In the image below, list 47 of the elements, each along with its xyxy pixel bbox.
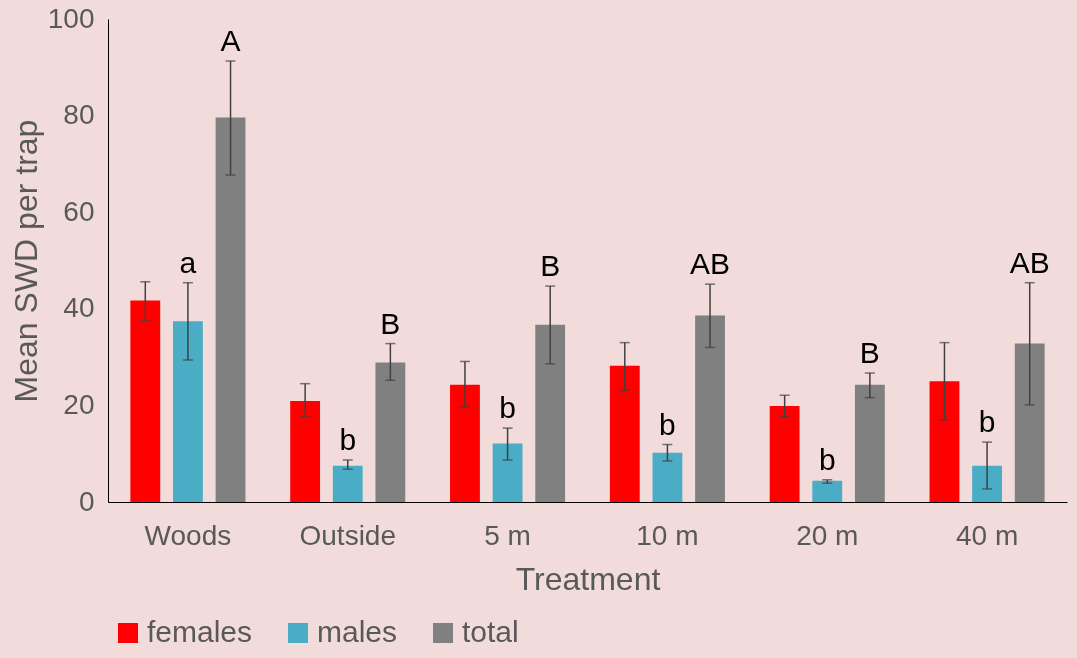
bar	[695, 315, 725, 502]
legend-label: females	[147, 615, 253, 648]
bar	[929, 381, 960, 502]
data-label: B	[380, 306, 401, 340]
x-axis-title: Treatment	[515, 560, 661, 597]
legend-label: males	[317, 615, 398, 648]
y-tick-label: 100	[47, 2, 95, 34]
data-label: B	[540, 249, 561, 283]
x-tick-label: 40 m	[955, 519, 1019, 551]
data-label: a	[179, 245, 197, 279]
data-label: b	[339, 422, 357, 456]
y-tick-label: 80	[63, 99, 95, 131]
bar	[769, 405, 800, 502]
y-tick-label: 0	[78, 485, 95, 517]
bar	[492, 443, 523, 502]
data-label: B	[859, 336, 880, 370]
bar	[130, 300, 161, 502]
legend-label: total	[462, 615, 519, 648]
bar	[652, 452, 683, 502]
data-label: AB	[1009, 245, 1050, 279]
y-tick-label: 20	[63, 388, 95, 420]
x-tick-label: Woods	[144, 519, 232, 551]
bar	[854, 384, 885, 502]
bar	[450, 384, 480, 502]
data-label: AB	[690, 247, 731, 281]
x-tick-label: 5 m	[484, 519, 531, 551]
bar	[972, 465, 1002, 502]
bar	[609, 365, 640, 502]
bar	[173, 321, 203, 502]
bar	[332, 465, 363, 502]
data-label: A	[220, 24, 241, 58]
data-label: b	[818, 442, 836, 476]
y-tick-label: 40	[63, 292, 95, 324]
data-label: b	[659, 407, 676, 441]
bar	[375, 362, 406, 502]
x-tick-label: 10 m	[636, 519, 699, 551]
bar	[215, 117, 246, 502]
bar	[1014, 343, 1045, 502]
data-label: b	[978, 405, 996, 439]
data-label: b	[499, 391, 516, 425]
bar	[812, 480, 843, 502]
x-tick-label: 20 m	[796, 519, 859, 551]
y-tick-label: 60	[63, 195, 95, 227]
y-axis-title: Mean SWD per trap	[7, 119, 44, 403]
x-tick-label: Outside	[299, 519, 396, 551]
bar	[535, 324, 566, 502]
bar	[290, 401, 321, 502]
